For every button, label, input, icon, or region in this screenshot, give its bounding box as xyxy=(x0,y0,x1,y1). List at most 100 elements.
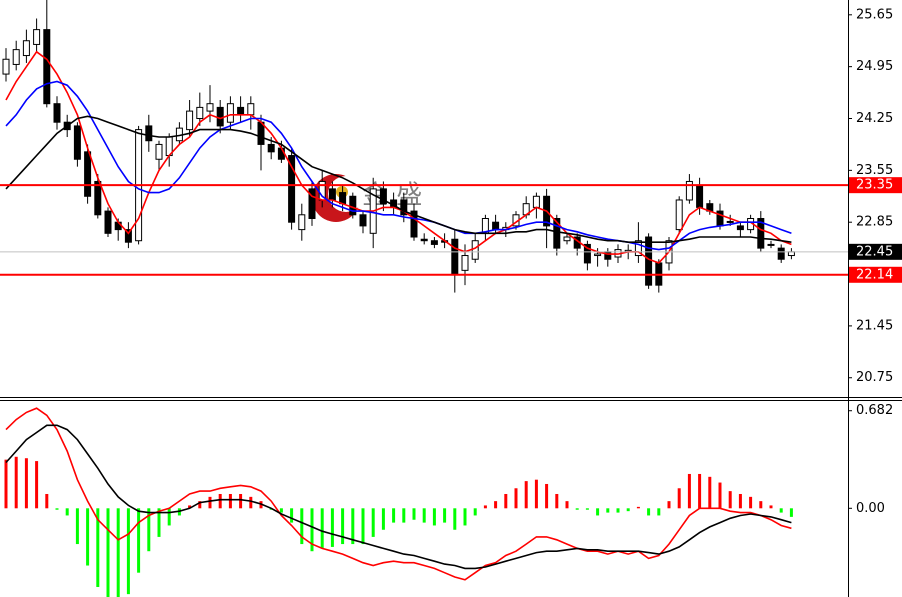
histogram-bar xyxy=(35,461,39,509)
histogram-bar xyxy=(208,496,212,509)
histogram-bar xyxy=(147,508,151,552)
candle-body xyxy=(563,236,571,242)
candle-body xyxy=(553,217,561,249)
histogram-bar xyxy=(718,482,722,509)
histogram-bar xyxy=(585,508,589,510)
candle-body xyxy=(84,151,92,197)
histogram-bar xyxy=(596,508,600,516)
histogram-bar xyxy=(279,508,283,513)
histogram-bar xyxy=(453,508,457,530)
candle-body xyxy=(726,220,734,223)
histogram-bar xyxy=(575,508,579,510)
histogram-bar xyxy=(473,508,477,516)
level-box xyxy=(849,177,902,194)
candle-body xyxy=(379,188,387,205)
indicator-line xyxy=(5,50,792,264)
candle-body xyxy=(451,238,459,275)
candle-body xyxy=(155,143,163,160)
candle-body xyxy=(532,195,540,208)
histogram-bar xyxy=(677,488,681,509)
candle-body xyxy=(349,195,357,216)
histogram-bar xyxy=(310,508,314,552)
histogram-bar xyxy=(86,508,90,566)
histogram-bar xyxy=(106,508,110,597)
indicator-line xyxy=(5,115,792,243)
histogram-bar xyxy=(402,508,406,523)
candle-body xyxy=(226,103,234,123)
histogram-bar xyxy=(443,508,447,523)
y-tick-label: 20.75 xyxy=(856,370,893,385)
indicator-line xyxy=(5,424,792,570)
histogram-bar xyxy=(351,508,355,545)
candle-body xyxy=(675,199,683,231)
candle-body xyxy=(461,255,469,271)
histogram-bar xyxy=(381,508,385,530)
candle-body xyxy=(420,238,428,242)
y-tick-label: 23.55 xyxy=(856,163,893,178)
candle-body xyxy=(12,49,20,65)
candle-body xyxy=(94,180,102,216)
candle-body xyxy=(767,243,775,246)
histogram-bar xyxy=(769,505,773,509)
candle-body xyxy=(267,143,275,153)
candle-body xyxy=(594,253,602,257)
histogram-bar xyxy=(657,508,661,516)
candle-body xyxy=(308,188,316,219)
y-tick-label: 24.95 xyxy=(856,59,893,74)
histogram-bar xyxy=(341,508,345,545)
candle-body xyxy=(237,106,245,116)
histogram-bar xyxy=(116,508,120,597)
histogram-bar xyxy=(75,508,79,545)
histogram-bar xyxy=(555,493,559,509)
histogram-bar xyxy=(24,458,28,509)
histogram-bar xyxy=(534,479,538,509)
histogram-bar xyxy=(514,488,518,509)
histogram-bar xyxy=(422,508,426,523)
histogram-bar xyxy=(412,508,416,520)
candle-body xyxy=(359,214,367,227)
y-tick-label: 25.65 xyxy=(856,7,893,22)
histogram-bar xyxy=(4,459,8,509)
histogram-bar xyxy=(687,473,691,509)
histogram-bar xyxy=(198,501,202,509)
histogram-bar xyxy=(290,508,294,523)
histogram-bar xyxy=(728,491,732,509)
histogram-bar xyxy=(218,493,222,509)
candle-body xyxy=(43,29,51,105)
level-label: 22.14 xyxy=(856,267,893,282)
candle-body xyxy=(2,58,10,75)
histogram-bar xyxy=(300,508,304,545)
histogram-bar xyxy=(779,508,783,513)
histogram-bar xyxy=(759,501,763,509)
candle-body xyxy=(339,192,347,205)
candle-body xyxy=(696,184,704,208)
candle-body xyxy=(757,217,765,249)
candle-body xyxy=(298,214,306,231)
histogram-bar xyxy=(157,508,161,537)
candle-body xyxy=(583,243,591,264)
y-tick-label: 0.682 xyxy=(856,403,893,418)
histogram-bar xyxy=(228,493,232,509)
histogram-bar xyxy=(616,508,620,513)
histogram-bar xyxy=(545,483,549,509)
y-tick-label: 22.85 xyxy=(856,215,893,230)
candle-body xyxy=(124,229,132,243)
candle-body xyxy=(186,110,194,131)
histogram-bar xyxy=(371,508,375,537)
candle-body xyxy=(196,106,204,120)
y-tick-label: 21.45 xyxy=(856,318,893,333)
histogram-bar xyxy=(626,508,630,512)
histogram-bar xyxy=(524,481,528,509)
histogram-bar xyxy=(126,508,130,595)
candle-body xyxy=(216,106,224,127)
candle-body xyxy=(288,155,296,223)
histogram-bar xyxy=(789,508,793,517)
candle-body xyxy=(685,180,693,201)
y-tick-label: 24.25 xyxy=(856,111,893,126)
last-price-label: 22.45 xyxy=(856,244,893,259)
histogram-bar xyxy=(708,476,712,509)
histogram-bar xyxy=(239,493,243,509)
histogram-bar xyxy=(647,508,651,516)
